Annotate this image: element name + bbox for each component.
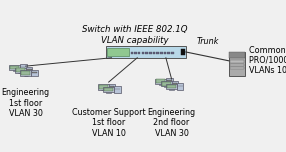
- Bar: [26, 69, 31, 70]
- Bar: [166, 78, 173, 85]
- Bar: [166, 84, 177, 89]
- Bar: [231, 67, 244, 69]
- Bar: [107, 48, 129, 56]
- Bar: [10, 66, 19, 69]
- Text: Engineering
2nd floor
VLAN 30: Engineering 2nd floor VLAN 30: [148, 108, 196, 138]
- Bar: [229, 52, 245, 76]
- Bar: [167, 85, 176, 88]
- Bar: [106, 92, 111, 93]
- Bar: [32, 72, 37, 73]
- Bar: [164, 52, 166, 54]
- Bar: [13, 70, 17, 71]
- Bar: [98, 84, 109, 90]
- Bar: [138, 52, 140, 54]
- Bar: [169, 89, 174, 90]
- Bar: [104, 88, 113, 91]
- Bar: [162, 82, 171, 86]
- Bar: [171, 52, 174, 54]
- Bar: [99, 85, 108, 89]
- Bar: [25, 67, 32, 74]
- Bar: [103, 87, 114, 92]
- Bar: [167, 80, 172, 81]
- Bar: [156, 52, 159, 54]
- Bar: [164, 86, 168, 87]
- Bar: [15, 68, 26, 73]
- Bar: [181, 49, 185, 55]
- Bar: [171, 81, 178, 87]
- Bar: [108, 84, 115, 90]
- Bar: [158, 84, 163, 85]
- Bar: [172, 83, 177, 84]
- Bar: [31, 70, 38, 76]
- Bar: [21, 71, 30, 75]
- Bar: [152, 52, 155, 54]
- Bar: [109, 86, 114, 87]
- Bar: [130, 52, 133, 54]
- Bar: [156, 79, 165, 83]
- Bar: [155, 79, 166, 84]
- Bar: [9, 65, 21, 70]
- Text: Engineering
1st floor
VLAN 30: Engineering 1st floor VLAN 30: [2, 88, 50, 118]
- Bar: [161, 81, 172, 86]
- Text: Trunk: Trunk: [196, 37, 219, 46]
- Bar: [149, 52, 152, 54]
- Text: Common server with a
PRO/1000 adapter
VLANs 10, 20, & 30: Common server with a PRO/1000 adapter VL…: [249, 46, 286, 75]
- Bar: [20, 70, 31, 76]
- Bar: [160, 52, 162, 54]
- Bar: [134, 52, 137, 54]
- Text: Customer Support
1st floor
VLAN 10: Customer Support 1st floor VLAN 10: [72, 108, 146, 138]
- Bar: [177, 83, 184, 90]
- Bar: [229, 52, 245, 58]
- Bar: [114, 86, 121, 93]
- Bar: [142, 52, 144, 54]
- Bar: [145, 52, 148, 54]
- Bar: [16, 68, 25, 72]
- Bar: [231, 60, 244, 63]
- Text: Switch with IEEE 802.1Q
VLAN capability: Switch with IEEE 802.1Q VLAN capability: [82, 25, 187, 45]
- Bar: [167, 52, 170, 54]
- Bar: [20, 64, 27, 71]
- Bar: [231, 64, 244, 66]
- Bar: [106, 46, 186, 58]
